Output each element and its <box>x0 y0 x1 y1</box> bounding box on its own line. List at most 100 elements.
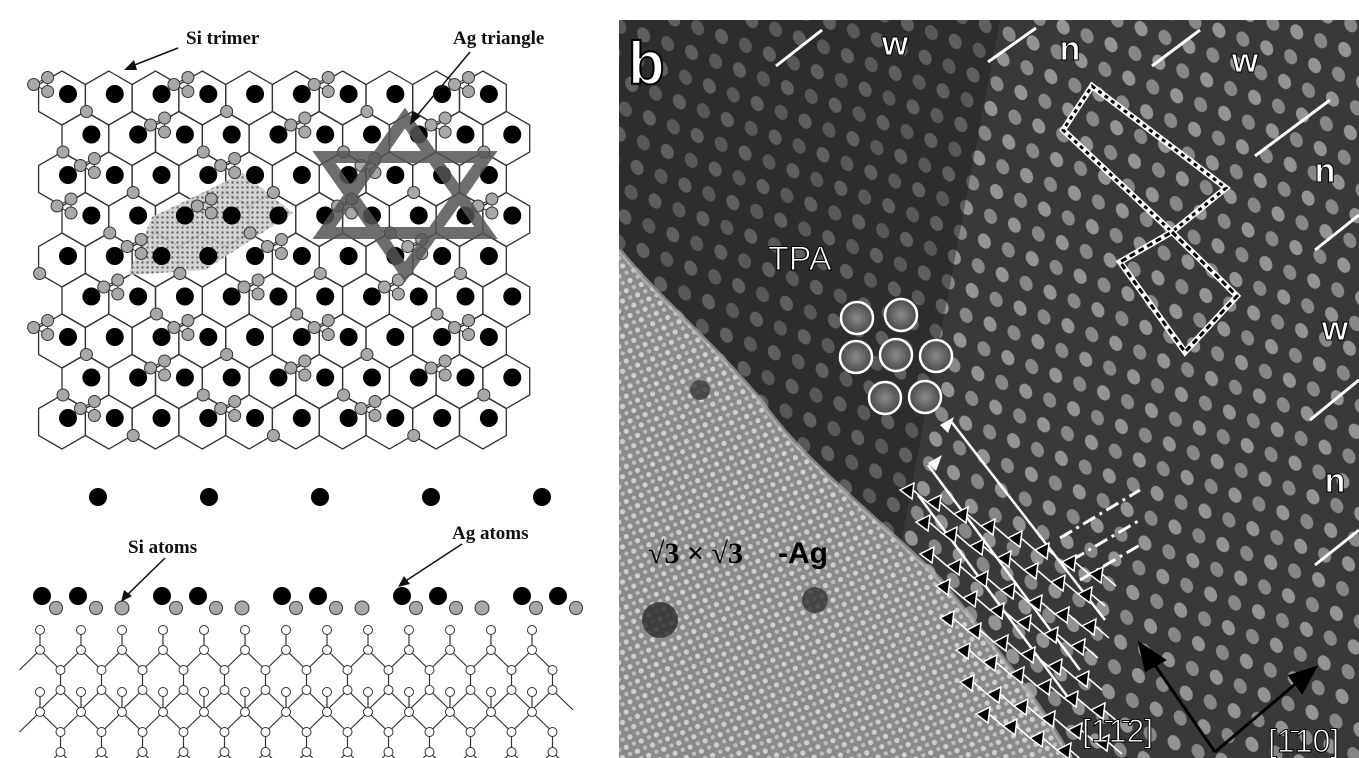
guide-extension <box>1059 488 1141 540</box>
ag-atom <box>479 85 498 103</box>
si-atom <box>79 105 93 118</box>
ag-atom <box>386 409 405 427</box>
si-atom <box>354 600 370 616</box>
substrate-si-atom <box>322 645 332 655</box>
ag-atom <box>409 287 428 306</box>
substrate-si-atom <box>527 625 537 635</box>
si-atom <box>87 166 101 179</box>
ag-atom <box>292 166 311 184</box>
substrate-si-atom <box>199 645 209 655</box>
si-atom <box>158 125 172 139</box>
si-atom <box>337 388 351 402</box>
ag-atoms-label: Ag atoms <box>452 523 529 544</box>
substrate-si-atom <box>117 687 127 697</box>
substrate-si-atom <box>547 665 558 675</box>
substrate-si-atom <box>55 665 66 675</box>
si-atom <box>220 348 234 361</box>
si-atom <box>284 361 298 375</box>
si-atom <box>321 85 335 98</box>
si-atom <box>103 226 117 240</box>
ag-atoms-arrowhead <box>398 576 410 587</box>
si-atom <box>485 206 499 220</box>
ag-atom <box>433 409 452 427</box>
tpa-label: TPA <box>768 240 832 278</box>
ag-atom <box>59 85 77 103</box>
si-atom <box>266 186 280 199</box>
lattice-link <box>975 597 991 611</box>
ag-triangle-marker <box>985 685 1002 705</box>
si-atom <box>126 429 140 442</box>
ag-atom <box>246 328 265 346</box>
substrate-si-atom <box>301 665 312 675</box>
tpa-molecule <box>839 300 875 336</box>
si-atom <box>79 348 93 361</box>
direction-label-right: [1̄10] <box>1268 723 1339 758</box>
si-trimer-arrowhead <box>124 60 137 70</box>
lattice-link <box>948 585 964 599</box>
substrate-si-atom <box>547 727 558 737</box>
si-atom <box>430 307 444 321</box>
lattice-link <box>993 525 1009 539</box>
substrate-si-atom <box>219 727 230 737</box>
ag-atom <box>129 206 148 225</box>
ag-atom <box>433 328 452 346</box>
ag-triangle-marker <box>988 601 1005 621</box>
si-atom <box>158 368 172 382</box>
lattice-link <box>1056 633 1072 647</box>
lattice-link <box>959 565 975 579</box>
ag-atom <box>129 368 148 387</box>
ag-atom <box>409 368 428 387</box>
si-atom <box>190 199 204 213</box>
substrate-si-atom <box>486 707 496 717</box>
si-atom <box>158 111 172 125</box>
ag-triangle-star <box>312 107 498 283</box>
si-atom <box>260 240 274 253</box>
ag-atom <box>59 409 77 427</box>
lattice-link <box>1094 625 1110 639</box>
lattice-link <box>1080 729 1096 743</box>
si-atom <box>424 361 438 375</box>
si-atom <box>474 600 490 616</box>
ag-atom <box>105 328 124 346</box>
si-atom <box>49 601 63 615</box>
ag-atom <box>503 206 522 225</box>
si-atom <box>220 105 234 118</box>
substrate-si-atom <box>281 707 291 717</box>
substrate-si-atom <box>137 727 148 737</box>
si-atom <box>354 402 368 415</box>
substrate-si-atom <box>465 665 476 675</box>
ag-atom <box>309 587 327 605</box>
ag-atom <box>199 409 218 427</box>
substrate-si-atom <box>547 685 558 695</box>
substrate-si-atom <box>117 645 127 655</box>
ag-atom <box>456 287 475 306</box>
domain-markers-right <box>1309 213 1359 567</box>
tpa-molecules <box>838 297 954 416</box>
si-atom <box>167 78 181 91</box>
substrate-si-atom <box>527 707 537 717</box>
ag-atom <box>269 287 288 306</box>
substrate-si-atom <box>240 645 250 655</box>
si-atom <box>368 395 382 408</box>
si-atom <box>377 280 391 294</box>
lattice-link <box>1060 665 1076 679</box>
substrate-si-atom <box>506 727 517 737</box>
substrate-si-atom <box>404 645 414 655</box>
ag-triangle-marker <box>1039 709 1056 729</box>
ag-atom <box>339 409 358 427</box>
domain-label-right-0: n <box>1315 152 1336 190</box>
si-atom <box>167 321 181 334</box>
lattice-link <box>1047 549 1063 563</box>
substrate-si-atom <box>240 687 250 697</box>
substrate-si-atom <box>158 707 168 717</box>
lattice-link <box>1101 573 1117 587</box>
substrate-si-atom <box>35 645 45 655</box>
ag-triangle-marker <box>934 577 951 597</box>
si-atom <box>87 409 101 422</box>
si-atom <box>111 273 125 287</box>
ag-atom <box>362 368 381 387</box>
unit-cell-shading <box>128 173 293 275</box>
ag-triangle-marker <box>995 549 1012 569</box>
substrate-si-atom <box>383 727 394 737</box>
substrate-si-atom <box>137 685 148 695</box>
